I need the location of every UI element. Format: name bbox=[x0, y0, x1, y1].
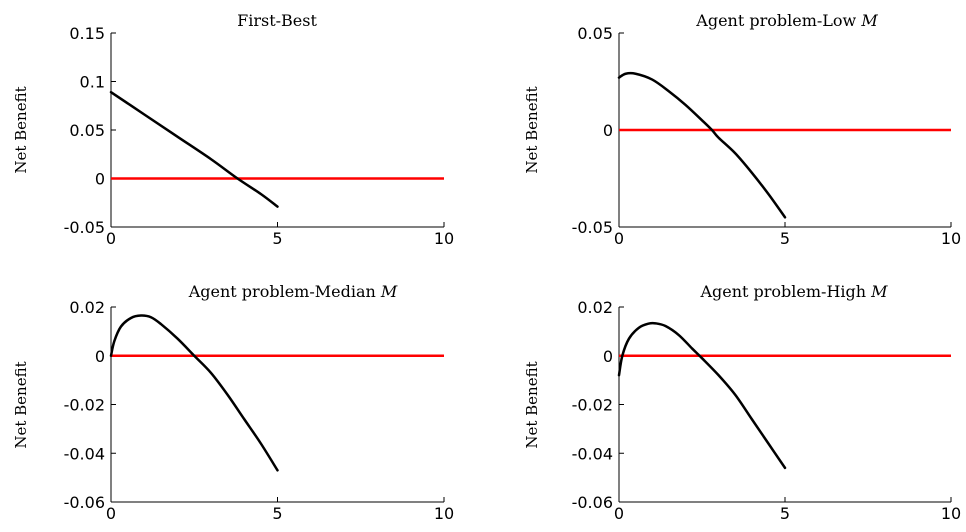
y-tick-label: 0.15 bbox=[69, 24, 105, 43]
net-benefit-curve bbox=[617, 321, 787, 470]
y-tick-label: 0.05 bbox=[577, 24, 613, 43]
x-tick-label: 5 bbox=[272, 504, 282, 523]
y-tick-label: 0 bbox=[603, 347, 613, 366]
panel-first-best: First-Best Net Benefit -0.0500.050.10.15… bbox=[12, 11, 454, 248]
y-axis-label: Net Benefit bbox=[12, 361, 30, 448]
y-tick-label: -0.04 bbox=[572, 444, 613, 463]
x-tick-label: 5 bbox=[780, 229, 790, 248]
y-tick-label: -0.02 bbox=[64, 396, 105, 415]
x-tick-label: 0 bbox=[106, 229, 116, 248]
y-tick-label: -0.04 bbox=[64, 444, 105, 463]
x-tick-label: 10 bbox=[941, 229, 961, 248]
panel-title: Agent problem-Low M bbox=[695, 11, 878, 30]
y-axis-label: Net Benefit bbox=[12, 86, 30, 173]
y-tick-label: 0 bbox=[95, 170, 105, 189]
x-tick-label: 5 bbox=[780, 504, 790, 523]
panel-title: Agent problem-High M bbox=[699, 282, 888, 301]
y-axis-label: Net Benefit bbox=[523, 361, 541, 448]
y-tick-label: -0.02 bbox=[572, 396, 613, 415]
x-tick-label: 10 bbox=[434, 504, 454, 523]
y-tick-label: -0.06 bbox=[572, 493, 613, 512]
x-tick-label: 10 bbox=[941, 504, 961, 523]
panel-agent-high-m: Agent problem-High M Net Benefit -0.06 -0… bbox=[523, 282, 961, 523]
x-tick-label: 0 bbox=[614, 229, 624, 248]
panel-title: First-Best bbox=[237, 11, 317, 30]
x-tick-label: 5 bbox=[272, 229, 282, 248]
y-tick-label: -0.05 bbox=[64, 218, 105, 237]
x-tick-label: 0 bbox=[106, 504, 116, 523]
y-tick-label: 0.1 bbox=[80, 73, 105, 92]
y-tick-label: 0 bbox=[95, 347, 105, 366]
y-tick-label: -0.05 bbox=[572, 218, 613, 237]
panel-agent-low-m: Agent problem-Low M Net Benefit -0.0500.… bbox=[523, 11, 961, 248]
panel-agent-median-m: Agent problem-Median M Net Benefit -0.06… bbox=[12, 282, 454, 523]
y-axis-label: Net Benefit bbox=[523, 86, 541, 173]
y-tick-label: 0.05 bbox=[69, 121, 105, 140]
x-tick-label: 0 bbox=[614, 504, 624, 523]
y-tick-label: 0.02 bbox=[69, 298, 105, 317]
y-tick-label: 0.02 bbox=[577, 298, 613, 317]
net-benefit-curve bbox=[617, 71, 787, 219]
net-benefit-curve bbox=[109, 90, 279, 208]
net-benefit-curve bbox=[109, 314, 279, 472]
y-tick-label: -0.06 bbox=[64, 493, 105, 512]
x-tick-label: 10 bbox=[434, 229, 454, 248]
y-tick-label: 0 bbox=[603, 121, 613, 140]
panel-title: Agent problem-Median M bbox=[188, 282, 398, 301]
